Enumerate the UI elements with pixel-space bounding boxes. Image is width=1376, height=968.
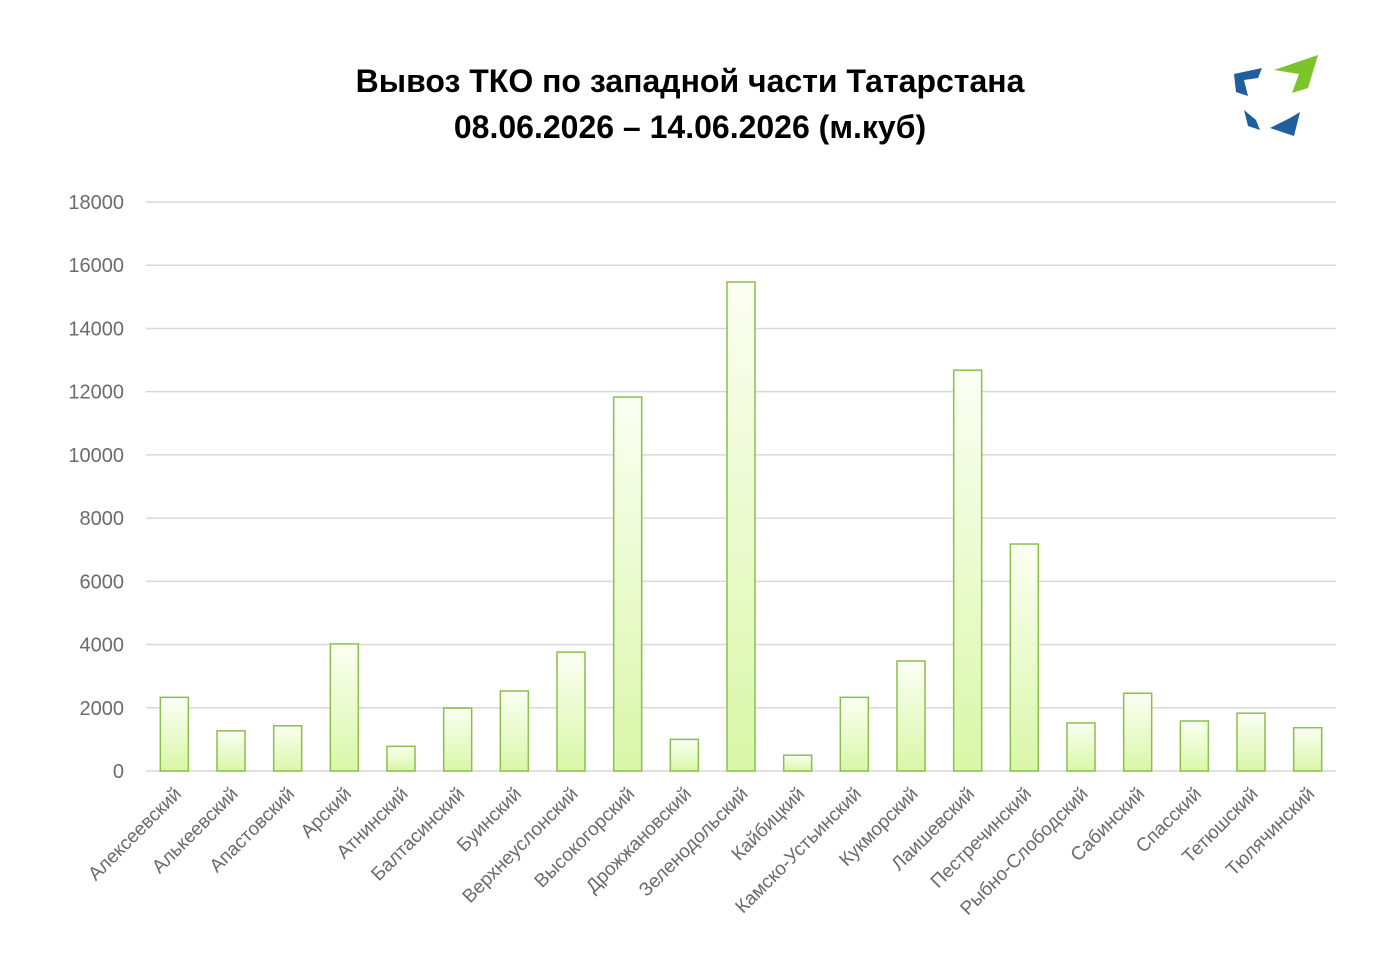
- chart-subtitle: 08.06.2026 – 14.06.2026 (м.куб): [453, 109, 927, 145]
- bar: [1009, 543, 1040, 772]
- chart-title-block: Вывоз ТКО по западной части Татарстана 0…: [190, 58, 1190, 150]
- bar: [952, 369, 983, 772]
- bar: [386, 745, 416, 772]
- chart-title: Вывоз ТКО по западной части Татарстана: [355, 63, 1025, 99]
- y-tick-label: 16000: [68, 255, 124, 277]
- bar: [839, 696, 870, 772]
- logo-blue-shape: [1244, 110, 1260, 130]
- eco-logo-icon: [1234, 55, 1318, 136]
- y-axis-ticks: 0 2000 4000 6000 8000 10000 12000 14000 16000 180…: [68, 192, 124, 783]
- y-tick-label: 2000: [80, 698, 125, 720]
- bar: [612, 396, 643, 772]
- y-tick-label: 0: [113, 761, 124, 783]
- bar: [782, 754, 813, 772]
- x-tick-label: Пестречинский: [927, 784, 1036, 893]
- bar: [272, 725, 303, 772]
- x-tick-label: Дрожжановский: [582, 784, 696, 898]
- logo-blue-shape: [1270, 112, 1300, 136]
- bar: [896, 660, 926, 772]
- y-tick-label: 12000: [68, 382, 124, 404]
- bar: [726, 281, 756, 772]
- logo-green-shape: [1274, 55, 1318, 93]
- y-tick-label: 10000: [68, 445, 124, 467]
- x-axis-ticks: АлексеевскийАлькеевскийАпастовскийАрский…: [84, 784, 1319, 920]
- bar: [159, 696, 190, 772]
- bars: [159, 281, 1323, 772]
- y-tick-label: 4000: [80, 635, 125, 657]
- bar: [1292, 726, 1323, 772]
- y-tick-label: 8000: [80, 508, 125, 530]
- x-tick-label: Высокогорский: [531, 784, 639, 892]
- bar: [1179, 720, 1210, 772]
- bar: [1122, 692, 1153, 772]
- bar: [556, 651, 586, 772]
- y-tick-label: 6000: [80, 571, 125, 593]
- bar: [216, 730, 246, 772]
- bar: [1236, 712, 1266, 772]
- bar: [442, 707, 473, 772]
- logo-blue-shape: [1234, 68, 1262, 96]
- bar: [329, 643, 360, 772]
- bar: [669, 738, 700, 772]
- bar: [1066, 722, 1096, 772]
- y-tick-label: 14000: [68, 318, 124, 340]
- y-tick-label: 18000: [68, 192, 124, 214]
- bar: [499, 690, 530, 772]
